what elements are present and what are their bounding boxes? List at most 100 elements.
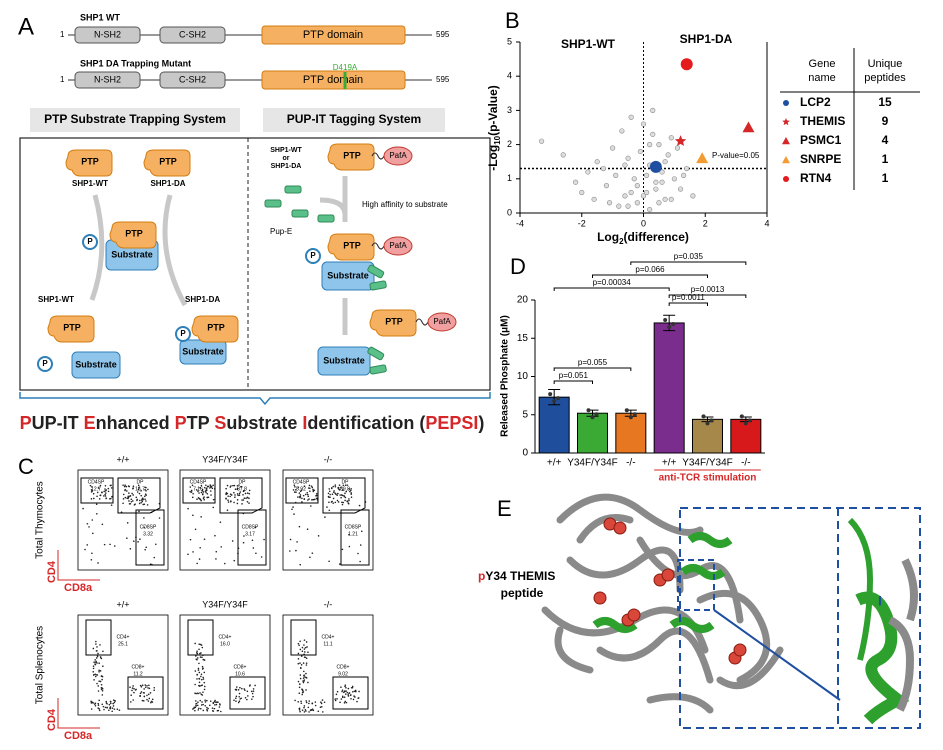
event-dot <box>216 701 219 703</box>
event-dot <box>243 535 245 537</box>
event-dot <box>199 707 202 710</box>
event-dot <box>96 649 98 652</box>
event-dot <box>354 689 357 692</box>
event-dot <box>101 694 104 696</box>
event-dot <box>129 495 132 497</box>
bracket <box>553 367 632 371</box>
event-dot <box>144 684 147 686</box>
gate-name: CD4SP <box>293 479 310 485</box>
event-dot <box>200 678 203 681</box>
event-dot <box>147 693 150 696</box>
event-dot <box>308 484 311 487</box>
title-part: S <box>214 413 226 433</box>
event-dot <box>143 688 145 690</box>
event-dot <box>96 662 98 664</box>
event-dot <box>105 497 107 500</box>
point <box>600 165 606 172</box>
event-dot <box>126 537 128 540</box>
event-dot <box>305 700 308 702</box>
event-dot <box>128 500 130 502</box>
note: High affinity to substrate <box>362 200 448 209</box>
event-dot <box>203 496 205 498</box>
event-dot <box>194 655 197 657</box>
event-dot <box>131 689 133 692</box>
title-part: ) <box>478 413 484 433</box>
event-dot <box>102 705 105 708</box>
point <box>637 148 644 155</box>
event-dot <box>246 496 249 499</box>
event-dot <box>233 484 236 487</box>
panel-letter: E <box>497 496 512 521</box>
event-dot <box>317 710 320 713</box>
event-dot <box>357 697 360 699</box>
event-dot <box>215 703 218 706</box>
gate <box>332 676 369 710</box>
event-dot <box>144 548 146 551</box>
event-dot <box>248 497 250 500</box>
title-part: E <box>84 413 96 433</box>
event-dot <box>243 489 245 492</box>
event-dot <box>198 671 201 674</box>
event-dot <box>332 497 335 500</box>
event-dot <box>347 694 349 696</box>
ribbon <box>554 626 594 674</box>
event-dot <box>101 689 104 692</box>
point <box>613 172 619 178</box>
point <box>668 135 674 141</box>
p-value: p=0.051 <box>559 371 589 380</box>
event-dot <box>308 498 310 500</box>
event-dot <box>84 548 86 551</box>
event-dot <box>104 488 106 490</box>
event-dot <box>303 680 305 682</box>
replicate-dot <box>556 396 561 401</box>
event-dot <box>358 690 360 693</box>
event-dot <box>103 543 106 546</box>
event-dot <box>334 485 337 488</box>
event-dot <box>344 496 347 499</box>
event-dot <box>96 491 99 494</box>
event-dot <box>92 532 94 535</box>
bracket <box>668 294 747 298</box>
point <box>640 193 647 199</box>
gate-value: 16.7 <box>135 486 145 492</box>
event-dot <box>311 499 313 501</box>
event-dot <box>314 701 317 703</box>
event-dot <box>198 492 200 494</box>
event-dot <box>122 502 124 505</box>
event-dot <box>130 694 132 697</box>
event-dot <box>307 495 310 498</box>
arrow <box>162 194 188 307</box>
domain <box>261 25 406 45</box>
event-dot <box>202 491 205 493</box>
event-dot <box>106 706 108 709</box>
title-part: P <box>175 413 187 433</box>
event-dot <box>310 485 313 487</box>
replicate-dot <box>709 418 714 423</box>
event-dot <box>248 492 251 495</box>
event-dot <box>314 704 317 707</box>
event-dot <box>341 689 344 692</box>
event-dot <box>307 706 310 709</box>
event-dot <box>293 491 296 493</box>
event-dot <box>187 553 189 556</box>
axis-label: CD8a <box>64 730 93 742</box>
event-dot <box>298 492 301 494</box>
event-dot <box>223 562 226 565</box>
point <box>677 186 684 192</box>
system-title: PTP Substrate Trapping System <box>44 112 226 126</box>
event-dot <box>86 544 89 546</box>
y-tick-label: 10 <box>517 371 529 382</box>
event-dot <box>109 702 112 705</box>
event-dot <box>146 685 148 687</box>
event-dot <box>141 500 144 503</box>
event-dot <box>309 490 311 492</box>
event-dot <box>335 693 338 696</box>
event-dot <box>298 692 301 695</box>
helix <box>592 617 638 633</box>
part: -Log <box>486 145 500 171</box>
event-dot <box>219 704 221 706</box>
replicate-dot <box>590 415 595 420</box>
point <box>631 176 637 182</box>
event-dot <box>196 498 198 501</box>
